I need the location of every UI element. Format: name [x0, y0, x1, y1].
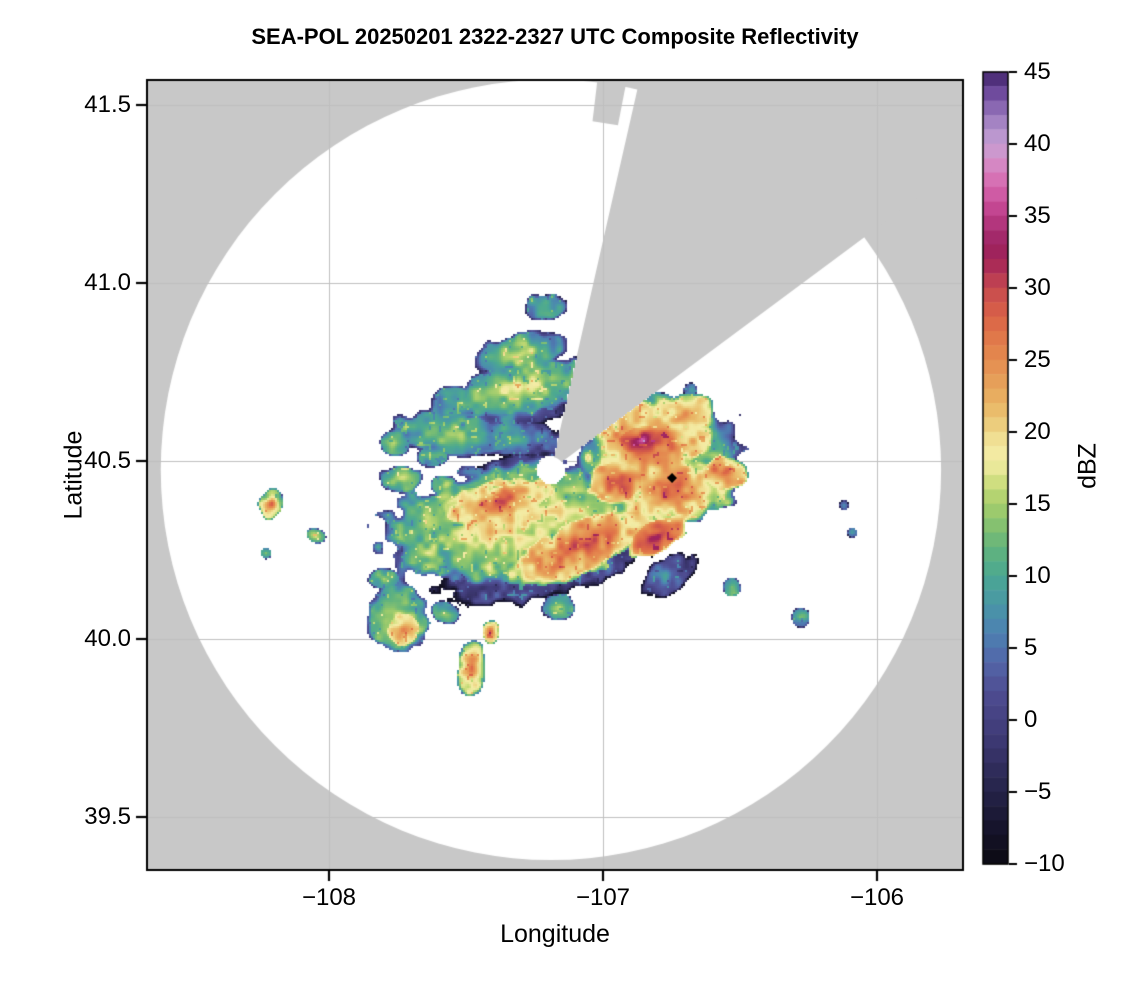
x-tick-label: −106 — [849, 884, 905, 911]
colorbar-tick-label: 10 — [1024, 562, 1051, 589]
y-tick-label: 41.0 — [84, 269, 131, 296]
x-tick-label: −108 — [301, 884, 357, 911]
y-tick-label: 40.5 — [84, 447, 131, 474]
colorbar-tick-label: 5 — [1024, 634, 1038, 661]
colorbar-tick-label: 35 — [1024, 202, 1051, 229]
colorbar-tick-label: 20 — [1024, 418, 1051, 445]
colorbar-tick-label: 30 — [1024, 274, 1051, 301]
y-tick-label: 39.5 — [84, 803, 131, 830]
x-tick-label: −107 — [575, 884, 631, 911]
colorbar-tick-label: 45 — [1024, 58, 1051, 85]
colorbar-tick-label: 0 — [1024, 706, 1038, 733]
colorbar-tick-label: 15 — [1024, 490, 1051, 517]
y-tick-label: 40.0 — [84, 625, 131, 652]
colorbar-tick-label: 25 — [1024, 346, 1051, 373]
colorbar-tick-label: −10 — [1024, 850, 1065, 877]
y-tick-label: 41.5 — [84, 91, 131, 118]
colorbar-tick-label: 40 — [1024, 130, 1051, 157]
colorbar-tick-label: −5 — [1024, 778, 1052, 805]
